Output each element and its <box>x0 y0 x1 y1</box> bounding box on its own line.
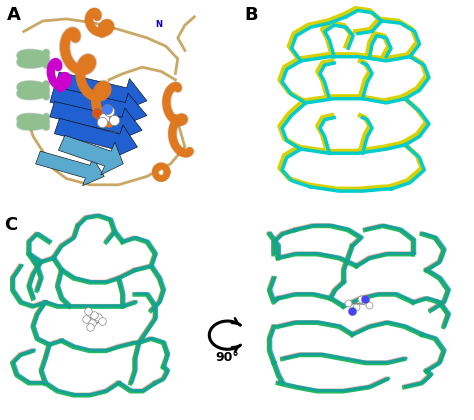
Point <box>361 295 369 302</box>
Point <box>100 114 108 121</box>
Point <box>357 295 365 302</box>
Point <box>93 110 101 117</box>
Point <box>361 297 369 304</box>
Point <box>94 313 101 320</box>
Point <box>348 307 356 314</box>
Point <box>348 307 356 314</box>
Text: A: A <box>7 6 21 24</box>
Polygon shape <box>36 151 104 186</box>
Text: 90°: 90° <box>216 351 239 364</box>
Text: B: B <box>244 6 258 24</box>
Point <box>110 116 118 123</box>
Point <box>105 108 113 115</box>
Point <box>88 320 95 326</box>
Point <box>84 307 91 314</box>
Point <box>86 323 93 330</box>
Point <box>353 303 360 310</box>
Point <box>344 299 351 306</box>
Point <box>365 302 373 308</box>
Polygon shape <box>58 135 123 175</box>
Text: C: C <box>4 216 18 234</box>
Point <box>98 318 106 324</box>
Point <box>103 106 110 113</box>
Point <box>90 312 98 318</box>
Text: N: N <box>155 20 162 29</box>
Polygon shape <box>55 72 147 113</box>
Point <box>82 315 90 322</box>
Polygon shape <box>50 102 142 142</box>
Point <box>98 118 106 125</box>
Polygon shape <box>50 87 147 127</box>
Polygon shape <box>55 118 137 159</box>
